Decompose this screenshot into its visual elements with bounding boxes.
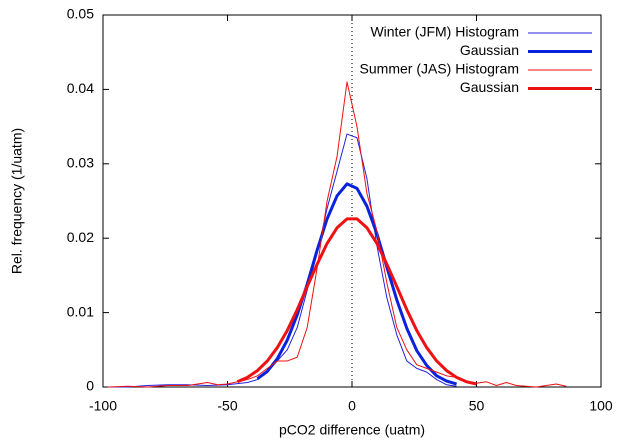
x-tick-label: 100 <box>589 398 613 414</box>
y-axis-label: Rel. frequency (1/uatm) <box>9 128 25 274</box>
y-tick-label: 0.05 <box>67 6 94 22</box>
legend-label: Gaussian <box>460 79 519 95</box>
x-tick-label: 0 <box>348 398 356 414</box>
x-tick-label: -50 <box>217 398 237 414</box>
series-line <box>107 81 567 388</box>
x-tick-label: 50 <box>469 398 485 414</box>
legend-label: Winter (JFM) Histogram <box>370 24 519 40</box>
y-tick-label: 0.03 <box>67 155 94 171</box>
series-line <box>256 182 458 386</box>
series-line <box>236 217 477 386</box>
y-tick-label: 0 <box>86 378 94 394</box>
y-tick-label: 0.01 <box>67 303 94 319</box>
y-tick-label: 0.04 <box>67 80 94 96</box>
x-axis-label: pCO2 difference (uatm) <box>279 422 425 438</box>
legend-label: Gaussian <box>460 42 519 58</box>
legend-label: Summer (JAS) Histogram <box>360 61 519 77</box>
x-tick-label: -100 <box>89 398 117 414</box>
y-tick-label: 0.02 <box>67 229 94 245</box>
plot-frame <box>102 14 602 388</box>
